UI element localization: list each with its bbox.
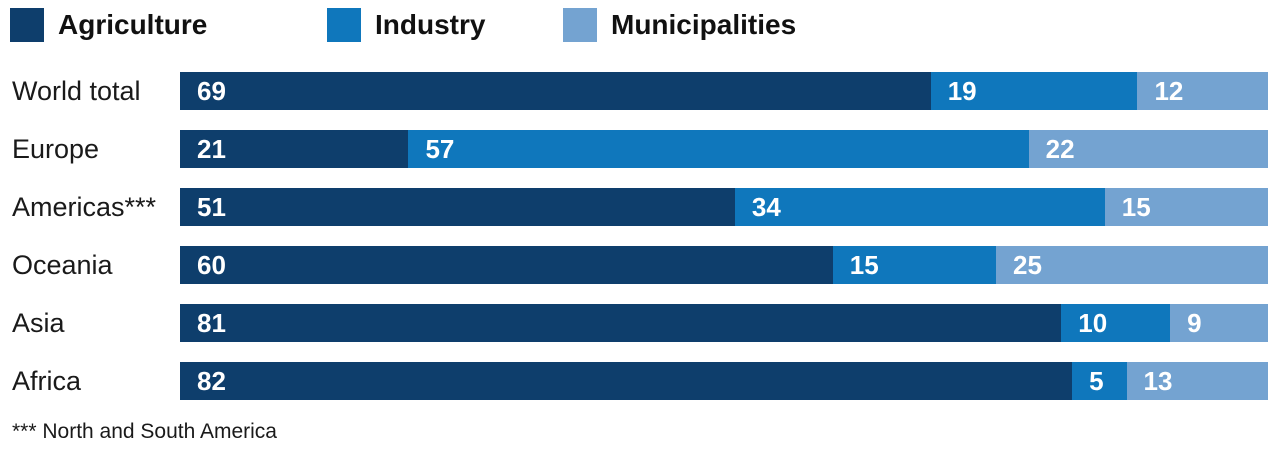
bar-value: 12 (1154, 76, 1184, 106)
row-label: Africa (12, 366, 82, 396)
bar-value: 34 (751, 192, 781, 222)
bar-value: 60 (197, 250, 226, 280)
bar-value: 25 (1012, 250, 1042, 280)
row-label: Americas*** (12, 192, 157, 222)
bar-segment-industry: 15 (832, 246, 996, 284)
bar-segment-industry: 57 (408, 130, 1029, 168)
bar-row: Africa 82 5 13 (0, 362, 1280, 400)
bar-value: 69 (197, 76, 226, 106)
bar-segment-agriculture: 21 (180, 130, 409, 168)
row-label: Europe (12, 134, 100, 164)
row-label: Asia (12, 308, 65, 338)
bar-track: 51 34 15 (180, 188, 1268, 226)
industry-swatch-icon (327, 8, 361, 42)
bar-segment-municipalities: 22 (1028, 130, 1268, 168)
bar-segment-municipalities: 13 (1126, 362, 1268, 400)
bar-row: Europe 21 57 22 (0, 130, 1280, 168)
legend-label: Municipalities (611, 9, 797, 40)
bar-track: 60 15 25 (180, 246, 1268, 284)
bar-segment-agriculture: 51 (180, 188, 735, 226)
bar-row: Oceania 60 15 25 (0, 246, 1280, 284)
bar-value: 82 (197, 366, 226, 396)
chart-legend: Agriculture Industry Municipalities (0, 0, 1280, 50)
bar-segment-agriculture: 69 (180, 72, 931, 110)
legend-item-industry: Industry (327, 8, 485, 42)
bar-value: 5 (1089, 366, 1104, 396)
bar-value: 10 (1078, 308, 1108, 338)
bar-segment-agriculture: 82 (180, 362, 1073, 400)
bar-value: 51 (197, 192, 226, 222)
bar-track: 81 10 9 (180, 304, 1268, 342)
bar-track: 21 57 22 (180, 130, 1268, 168)
row-label: Oceania (12, 250, 113, 280)
bar-segment-industry: 19 (930, 72, 1138, 110)
bar-value: 21 (197, 134, 226, 164)
agriculture-swatch-icon (10, 8, 44, 42)
bar-value: 13 (1143, 366, 1173, 396)
bar-segment-municipalities: 9 (1170, 304, 1268, 342)
bar-value: 9 (1187, 308, 1202, 338)
bar-value: 22 (1045, 134, 1075, 164)
bar-value: 15 (849, 250, 879, 280)
bar-row: World total 69 19 12 (0, 72, 1280, 110)
municipalities-swatch-icon (563, 8, 597, 42)
bar-row: Americas*** 51 34 15 (0, 188, 1280, 226)
bar-value: 57 (425, 134, 455, 164)
footnote: *** North and South America (12, 420, 277, 443)
bar-segment-agriculture: 81 (180, 304, 1062, 342)
bar-segment-municipalities: 25 (995, 246, 1268, 284)
legend-item-municipalities: Municipalities (563, 8, 796, 42)
legend-item-agriculture: Agriculture (10, 8, 207, 42)
row-label: World total (12, 76, 141, 106)
bar-segment-industry: 5 (1072, 362, 1127, 400)
bar-segment-industry: 10 (1061, 304, 1171, 342)
bar-value: 15 (1121, 192, 1151, 222)
bar-row: Asia 81 10 9 (0, 304, 1280, 342)
bar-value: 81 (197, 308, 226, 338)
legend-label: Industry (375, 9, 486, 40)
bar-track: 82 5 13 (180, 362, 1268, 400)
legend-label: Agriculture (58, 9, 208, 40)
bar-segment-municipalities: 15 (1104, 188, 1268, 226)
bar-segment-municipalities: 12 (1137, 72, 1268, 110)
bar-segment-agriculture: 60 (180, 246, 833, 284)
bar-track: 69 19 12 (180, 72, 1268, 110)
bar-rows: World total 69 19 12 Europe 21 57 22 America… (0, 72, 1280, 400)
bar-segment-industry: 34 (734, 188, 1105, 226)
bar-value: 19 (947, 76, 977, 106)
